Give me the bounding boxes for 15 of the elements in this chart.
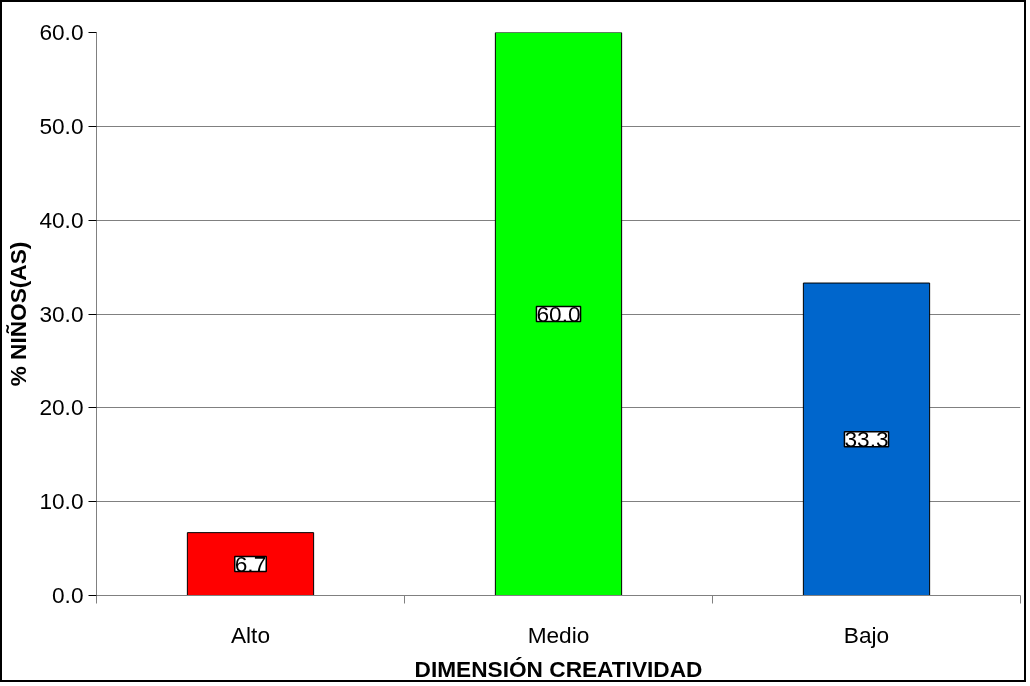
y-tick-label: 30.0	[39, 300, 84, 327]
y-tick-label: 10.0	[39, 488, 84, 515]
bar	[186, 532, 315, 596]
x-tick-label: Alto	[230, 621, 271, 648]
y-tick-label: 40.0	[39, 206, 84, 233]
x-tick-label: Bajo	[843, 621, 890, 648]
bar	[802, 282, 931, 596]
y-tick-label: 60.0	[39, 19, 84, 45]
x-axis-title: DIMENSIÓN CREATIVIDAD	[414, 655, 703, 682]
y-tick-label: 20.0	[39, 394, 84, 421]
bar	[494, 32, 623, 596]
x-tick-label: Medio	[527, 621, 590, 648]
y-axis-title: % NIÑOS(AS)	[5, 241, 32, 387]
y-tick-label: 0.0	[52, 582, 84, 608]
y-tick-label: 50.0	[39, 112, 84, 139]
